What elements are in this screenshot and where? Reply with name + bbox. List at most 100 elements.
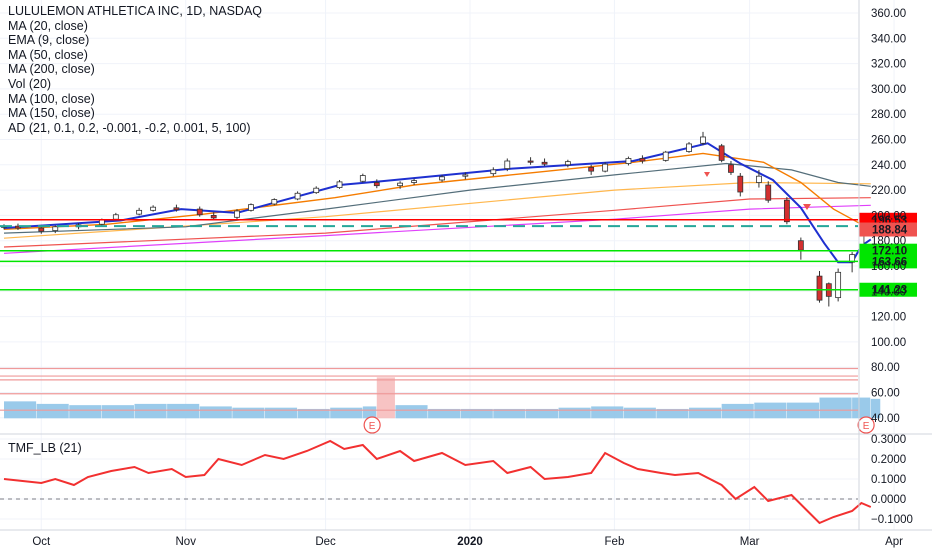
candle-body — [588, 166, 595, 172]
x-tick-label: 2020 — [457, 536, 483, 548]
candle-body — [541, 161, 548, 165]
legend-item-volume[interactable]: Vol (20) — [8, 76, 52, 91]
tmf-line — [3, 439, 872, 525]
candle-body — [639, 158, 646, 162]
candle-body — [38, 227, 45, 232]
y-tick-label: 40.00 — [871, 413, 900, 425]
volume-bar — [493, 408, 526, 419]
x-tick-label: Oct — [32, 536, 51, 548]
price-label: 163.66 — [872, 256, 907, 268]
y-tick-label: 160.00 — [871, 261, 906, 273]
volume-bar — [101, 405, 134, 419]
candle-body — [602, 163, 609, 172]
candle-body — [737, 175, 744, 193]
oscillator-title[interactable]: TMF_LB (21) — [8, 441, 82, 455]
legend-item-ma100[interactable]: MA (100, close) — [8, 91, 95, 106]
y-tick-label: 140.00 — [871, 286, 906, 298]
ma200-line — [3, 197, 871, 248]
candle-body — [136, 209, 143, 215]
x-tick-label: Mar — [740, 536, 760, 548]
candle-body — [373, 182, 380, 187]
candle-body — [728, 164, 734, 173]
candle-body — [686, 143, 692, 152]
earnings-marker-label: E — [369, 421, 376, 432]
volume-bar — [134, 403, 167, 419]
legend-item-ma50[interactable]: MA (50, close) — [8, 47, 88, 62]
candle-body — [271, 199, 278, 205]
candle-body — [313, 187, 320, 194]
volume-bar — [297, 408, 330, 419]
candle-body — [504, 160, 511, 169]
y-tick-label: 60.00 — [871, 388, 900, 400]
candle-body — [248, 204, 254, 211]
candle-body — [359, 175, 366, 182]
candle-body — [849, 254, 856, 263]
volume-bar — [558, 407, 591, 419]
volume-bar — [167, 403, 200, 419]
candle-body — [816, 275, 823, 301]
volume-bar — [232, 407, 265, 419]
volume-bar — [819, 397, 852, 419]
volume-bar — [362, 406, 377, 419]
x-tick-label: Dec — [315, 536, 336, 548]
volume-bar — [199, 406, 232, 419]
signal-flag-icon — [704, 172, 710, 177]
volume-bar — [460, 408, 493, 419]
legend-item-ma200[interactable]: MA (200, close) — [8, 62, 95, 77]
volume-bar — [689, 407, 722, 419]
legend-item-ema9[interactable]: EMA (9, close) — [8, 33, 90, 48]
legend-item-ma150[interactable]: MA (150, close) — [8, 106, 95, 121]
candle-body — [490, 169, 497, 175]
legend-item-ad[interactable]: AD (21, 0.1, 0.2, -0.001, -0.2, 0.001, 5… — [8, 120, 251, 135]
volume-bar — [395, 405, 428, 419]
candle-body — [783, 199, 790, 223]
x-tick-label: Nov — [176, 536, 197, 548]
candle-body — [173, 207, 180, 211]
price-label: 188.84 — [872, 225, 908, 237]
candle-body — [234, 210, 240, 218]
osc-tick-label: 0.0000 — [871, 494, 906, 506]
legend-item-ma20[interactable]: MA (20, close) — [8, 18, 88, 33]
candle-body — [564, 161, 571, 166]
osc-tick-label: 0.3000 — [871, 434, 906, 446]
y-tick-label: 200.00 — [871, 210, 906, 222]
indicator-legend: LULULEMON ATHLETICA INC, 1D, NASDAQ MA (… — [8, 4, 262, 135]
ema9-line — [3, 142, 872, 264]
osc-tick-label: −0.1000 — [871, 514, 913, 526]
candle-body — [662, 151, 669, 161]
candle-body — [439, 176, 445, 181]
x-tick-label: Apr — [885, 536, 903, 548]
volume-bar — [623, 407, 656, 419]
y-tick-label: 320.00 — [871, 59, 906, 71]
x-tick-label: Feb — [605, 536, 625, 548]
y-tick-label: 360.00 — [871, 8, 906, 20]
candle-body — [52, 226, 59, 231]
ma50-line — [3, 162, 871, 234]
earnings-marker-label: E — [863, 421, 870, 432]
candle-body — [700, 136, 706, 144]
candle-body — [765, 184, 772, 201]
y-tick-label: 240.00 — [871, 160, 906, 172]
y-tick-label: 340.00 — [871, 33, 906, 45]
earnings-marker-icon — [857, 416, 875, 434]
y-tick-label: 260.00 — [871, 135, 906, 147]
price-label: 172.10 — [872, 246, 907, 258]
volume-bar — [330, 407, 363, 419]
volume-bar — [428, 408, 461, 419]
candle-body — [835, 271, 842, 299]
volume-bar — [870, 398, 881, 419]
candle-body — [294, 192, 301, 200]
y-tick-label: 220.00 — [871, 185, 906, 197]
signal-flag-icon — [803, 204, 811, 210]
ma100-line — [3, 181, 871, 239]
y-tick-label: 100.00 — [871, 337, 906, 349]
volume-bar — [376, 377, 395, 419]
volume-bar — [852, 397, 871, 419]
candle-body — [336, 181, 343, 188]
chart-title: LULULEMON ATHLETICA INC, 1D, NASDAQ — [8, 4, 262, 18]
volume-bar — [36, 403, 69, 419]
y-tick-label: 80.00 — [871, 362, 900, 374]
price-label-box — [859, 243, 917, 258]
